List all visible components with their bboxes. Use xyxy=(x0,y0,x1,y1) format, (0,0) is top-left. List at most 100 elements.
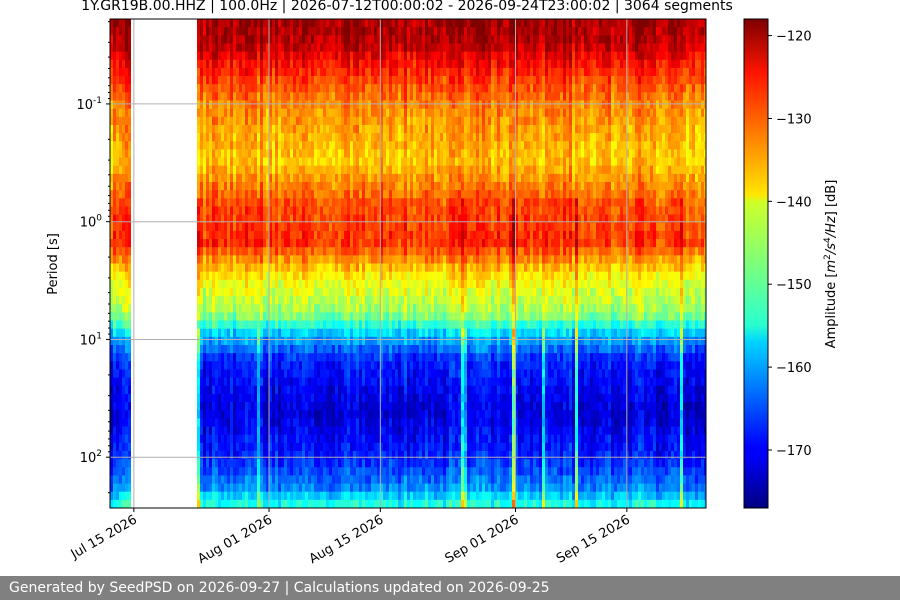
heatmap-cell xyxy=(323,418,326,428)
heatmap-cell xyxy=(263,230,266,240)
heatmap-cell xyxy=(230,402,233,411)
heatmap-cell xyxy=(416,483,419,493)
heatmap-cell xyxy=(320,450,323,460)
heatmap-cell xyxy=(302,353,305,362)
heatmap-cell xyxy=(254,157,257,167)
heatmap-cell xyxy=(116,442,119,452)
heatmap-cell xyxy=(272,393,275,403)
heatmap-cell xyxy=(116,279,119,289)
heatmap-cell xyxy=(419,141,422,150)
heatmap-cell xyxy=(389,263,392,273)
heatmap-cell xyxy=(371,84,374,93)
heatmap-cell xyxy=(320,59,323,69)
heatmap-cell xyxy=(110,51,113,61)
heatmap-cell xyxy=(197,418,200,428)
heatmap-cell xyxy=(296,222,299,232)
heatmap-cell xyxy=(116,84,119,93)
heatmap-cell xyxy=(281,35,284,45)
heatmap-cell xyxy=(233,483,236,493)
heatmap-cell xyxy=(374,198,377,208)
heatmap-cell xyxy=(224,459,227,468)
heatmap-cell xyxy=(305,214,308,224)
heatmap-cell xyxy=(371,67,374,77)
heatmap-cell xyxy=(266,499,269,508)
heatmap-cell xyxy=(113,499,116,508)
heatmap-cell xyxy=(245,149,248,159)
heatmap-cell xyxy=(110,475,113,485)
heatmap-cell xyxy=(308,59,311,69)
heatmap-cell xyxy=(401,459,404,468)
heatmap-cell xyxy=(227,467,230,476)
heatmap-cell xyxy=(386,328,389,338)
heatmap-cell xyxy=(125,418,128,428)
heatmap-cell xyxy=(383,393,386,403)
heatmap-cell xyxy=(329,393,332,403)
heatmap-cell xyxy=(344,369,347,379)
heatmap-cell xyxy=(113,271,116,281)
heatmap-cell xyxy=(380,467,383,476)
heatmap-cell xyxy=(305,271,308,281)
heatmap-cell xyxy=(314,385,317,395)
heatmap-cell xyxy=(221,320,224,330)
heatmap-cell xyxy=(395,410,398,419)
heatmap-cell xyxy=(110,149,113,159)
heatmap-cell xyxy=(404,67,407,77)
heatmap-cell xyxy=(212,450,215,460)
heatmap-cell xyxy=(218,198,221,208)
heatmap-cell xyxy=(305,279,308,289)
heatmap-cell xyxy=(299,328,302,338)
heatmap-cell xyxy=(341,157,344,167)
heatmap-cell xyxy=(221,345,224,354)
heatmap-cell xyxy=(347,287,350,297)
heatmap-cell xyxy=(263,467,266,476)
heatmap-cell xyxy=(383,328,386,338)
heatmap-cell xyxy=(377,312,380,322)
heatmap-cell xyxy=(224,67,227,77)
heatmap-cell xyxy=(287,345,290,354)
heatmap-cell xyxy=(374,239,377,248)
heatmap-cell xyxy=(416,76,419,85)
heatmap-cell xyxy=(386,124,389,134)
heatmap-cell xyxy=(293,165,296,175)
heatmap-cell xyxy=(128,59,131,69)
heatmap-cell xyxy=(293,67,296,77)
heatmap-cell xyxy=(329,263,332,273)
heatmap-cell xyxy=(128,475,131,485)
heatmap-cell xyxy=(353,450,356,460)
heatmap-cell xyxy=(389,450,392,460)
heatmap-cell xyxy=(356,116,359,126)
heatmap-cell xyxy=(209,287,212,297)
heatmap-cell xyxy=(389,100,392,110)
heatmap-cell xyxy=(359,190,362,199)
heatmap-cell xyxy=(212,84,215,93)
heatmap-cell xyxy=(233,108,236,118)
heatmap-cell xyxy=(197,377,200,387)
heatmap-cell xyxy=(272,410,275,419)
heatmap-cell xyxy=(263,59,266,69)
heatmap-cell xyxy=(317,353,320,362)
heatmap-cell xyxy=(227,304,230,313)
heatmap-cell xyxy=(335,247,338,256)
heatmap-cell xyxy=(248,222,251,232)
heatmap-cell xyxy=(398,19,401,28)
heatmap-cell xyxy=(353,271,356,281)
heatmap-cell xyxy=(299,84,302,93)
heatmap-cell xyxy=(236,418,239,428)
heatmap-cell xyxy=(299,418,302,428)
heatmap-cell xyxy=(332,336,335,346)
heatmap-cell xyxy=(335,328,338,338)
heatmap-cell xyxy=(317,190,320,199)
heatmap-cell xyxy=(377,385,380,395)
heatmap-cell xyxy=(251,475,254,485)
heatmap-cell xyxy=(206,84,209,93)
heatmap-cell xyxy=(110,345,113,354)
heatmap-cell xyxy=(212,222,215,232)
heatmap-cell xyxy=(290,92,293,102)
heatmap-cell xyxy=(224,116,227,126)
heatmap-cell xyxy=(230,59,233,69)
heatmap-cell xyxy=(392,271,395,281)
heatmap-cell xyxy=(350,239,353,248)
heatmap-cell xyxy=(392,59,395,69)
heatmap-cell xyxy=(236,459,239,468)
heatmap-cell xyxy=(212,320,215,330)
